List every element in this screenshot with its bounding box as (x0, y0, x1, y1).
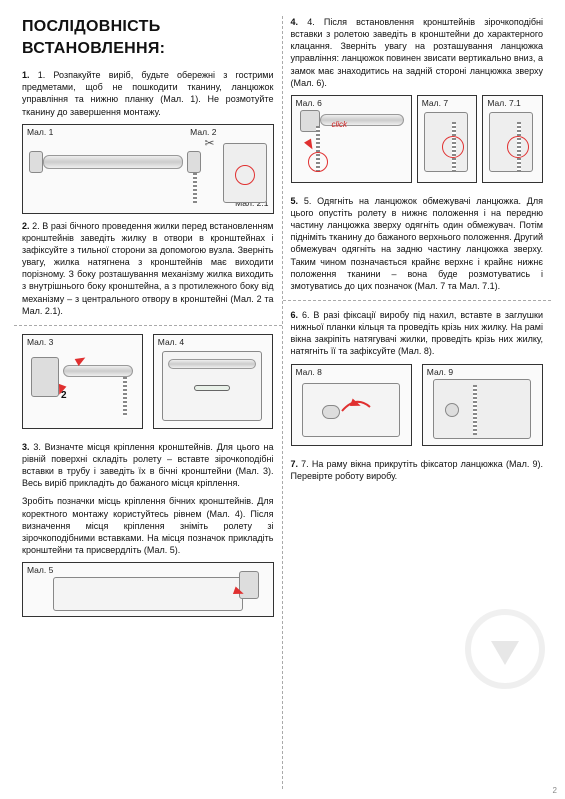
step-1-text: 1. 1. Розпакуйте виріб, будьте обережні … (22, 69, 274, 118)
page-number: 2 (553, 786, 557, 795)
figure-3: Мал. 3 2 (22, 334, 143, 429)
curved-arrow-icon (340, 393, 374, 415)
figure-5: Мал. 5 (22, 562, 274, 617)
step-4-body: 4. Після встановлення кронштейнів зірочк… (291, 17, 544, 88)
step-6-text: 6. 6. В разі фіксації виробу під нахил, … (291, 309, 544, 358)
scissors-icon: ✂ (204, 135, 214, 151)
step-5-text: 5. 5. Одягніть на ланцюжок обмежувачі ла… (291, 195, 544, 292)
figure-9: Мал. 9 (422, 364, 543, 446)
figure-1-2: Мал. 1 Мал. 2 Мал. 2.1 ✂ (22, 124, 274, 214)
fig5-illustration (23, 563, 273, 616)
left-column: ПОСЛІДОВНІСТЬ ВСТАНОВЛЕННЯ: 1. 1. Розпак… (14, 16, 283, 789)
figure-4: Мал. 4 (153, 334, 274, 429)
step-4-text: 4. 4. Після встановлення кронштейнів зір… (291, 16, 544, 89)
fig6-illustration: click (292, 96, 411, 182)
fig-row-3-4: Мал. 3 2 Мал. 4 (22, 334, 274, 435)
figure-7: Мал. 7 (417, 95, 478, 183)
watermark-icon (465, 609, 545, 689)
step-2-body: 2. В разі бічного проведення жилки перед… (22, 221, 274, 316)
fig9-illustration (423, 365, 542, 445)
page-title: ПОСЛІДОВНІСТЬ ВСТАНОВЛЕННЯ: (22, 16, 274, 59)
step-6-body: 6. В разі фіксації виробу під нахил, вст… (291, 310, 544, 356)
page: ПОСЛІДОВНІСТЬ ВСТАНОВЛЕННЯ: 1. 1. Розпак… (0, 0, 565, 799)
fig71-illustration (483, 96, 542, 182)
step-7-text: 7. 7. На раму вікна прикрутіть фіксатор … (291, 458, 544, 482)
step-3a-body: 3. Визначте місця кріплення кронштейнів.… (22, 442, 274, 488)
divider-right (283, 300, 552, 301)
fig-row-8-9: Мал. 8 Мал. 9 (291, 364, 544, 452)
fig8-illustration (292, 365, 411, 445)
step-1-body: 1. Розпакуйте виріб, будьте обережні з г… (22, 70, 274, 116)
fig7-illustration (418, 96, 477, 182)
fig3-illustration: 2 (23, 335, 142, 428)
figure-7-1: Мал. 7.1 (482, 95, 543, 183)
divider-left (14, 325, 282, 326)
step-5-body: 5. Одягніть на ланцюжок обмежувачі ланцю… (291, 196, 544, 291)
click-label: click (332, 120, 348, 131)
step-3a-text: 3. 3. Визначте місця кріплення кронштейн… (22, 441, 274, 490)
step-2-text: 2. 2. В разі бічного проведення жилки пе… (22, 220, 274, 317)
step-7-body: 7. На раму вікна прикрутіть фіксатор лан… (291, 459, 543, 481)
fig1-illustration: ✂ (23, 125, 273, 213)
figure-8: Мал. 8 (291, 364, 412, 446)
figure-6: Мал. 6 click (291, 95, 412, 183)
fig-row-6-7: Мал. 6 click Мал. 7 Ма (291, 95, 544, 189)
step-3b-text: Зробіть позначки місць кріплення бічних … (22, 495, 274, 556)
fig4-illustration (154, 335, 273, 428)
